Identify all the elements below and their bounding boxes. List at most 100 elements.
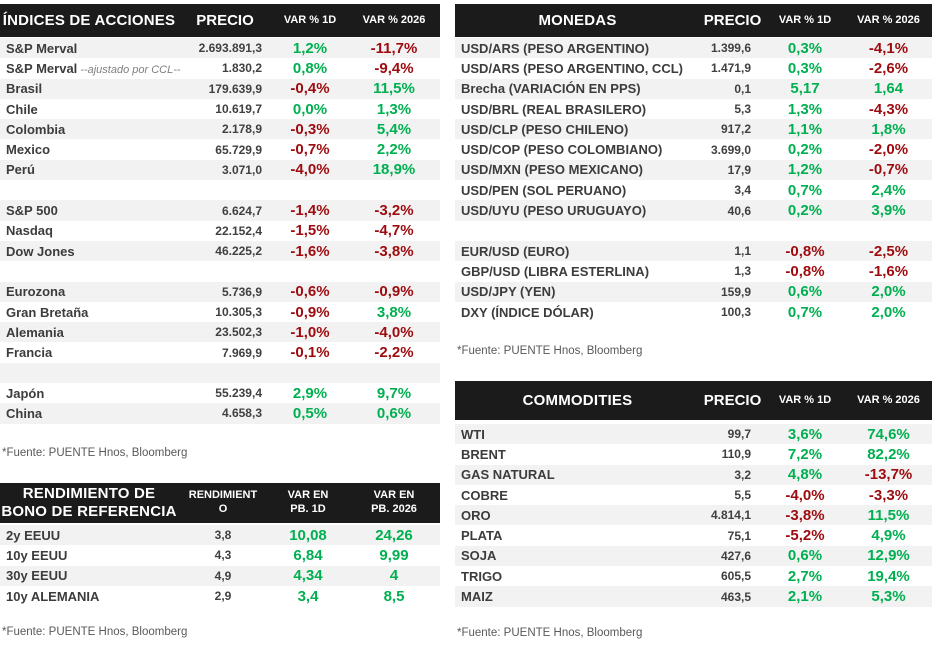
row-label-text: BRENT — [461, 446, 506, 462]
row-var-1d: 1,3% — [787, 100, 823, 118]
row-var-1d: -0,4% — [290, 80, 330, 98]
row-var-1d: 1,2% — [292, 39, 328, 57]
row-var-2026: -9,4% — [374, 59, 414, 77]
row-var-1d: 0,3% — [787, 39, 823, 57]
row-label-text: DXY (ÍNDICE DÓLAR) — [461, 304, 594, 320]
row-price: 0,1 — [734, 81, 751, 96]
commodities-table-header: COMMODITIES PRECIO VAR % 1D VAR % 2026 — [455, 381, 932, 420]
row-price: 22.152,4 — [215, 223, 262, 238]
row-label-text: GAS NATURAL — [461, 467, 555, 483]
table-row: MAIZ 463,5 2,1% 5,3% — [455, 586, 932, 607]
row-label: 10y EEUU — [0, 548, 178, 563]
column-header-precio: PRECIO — [703, 392, 762, 409]
row-price: 5,3 — [734, 102, 751, 117]
row-var-2026: -4,3% — [868, 100, 909, 118]
table-row: DXY (ÍNDICE DÓLAR) 100,3 0,7% 2,0% — [455, 302, 932, 322]
row-label-text: Alemania — [6, 324, 64, 340]
row-price: 1.830,2 — [221, 61, 262, 76]
row-var-2026: 19,4% — [867, 567, 910, 585]
row-var-1d: 3,6% — [787, 425, 823, 443]
row-var-2026: -1,6% — [868, 262, 909, 280]
bonds-rows: 2y EEUU 3,8 10,08 24,26 10y EEUU 4,3 6,84 9,99 3… — [0, 525, 440, 606]
row-var-2026: 11,5% — [373, 80, 415, 98]
row-label: S&P Merval — [0, 41, 178, 56]
row-var-1d: 0,5% — [292, 404, 328, 422]
row-label: Colombia — [0, 122, 178, 137]
row-var-2026: 2,2% — [376, 141, 412, 159]
column-header-var-1d: VAR % 1D — [778, 393, 832, 406]
row-var-1d: -0,8% — [785, 262, 825, 280]
commodities-rows: WTI 99,7 3,6% 74,6% BRENT 110,9 7,2% 82,2% GAS N… — [455, 424, 932, 607]
row-var-2026: 9,7% — [376, 384, 412, 402]
row-label-text: USD/CLP (PESO CHILENO) — [461, 121, 629, 137]
source-note: *Fuente: PUENTE Hnos, Bloomberg — [2, 626, 188, 639]
row-var-1d: 1,1% — [787, 120, 823, 138]
row-label: Gran Bretaña — [0, 305, 178, 320]
row-var-2026: 11,5% — [867, 506, 910, 524]
table-row: BRENT 110,9 7,2% 82,2% — [455, 444, 932, 464]
row-price: 4,3 — [214, 548, 232, 563]
row-label-text: Gran Bretaña — [6, 304, 89, 320]
row-price: 4.658,3 — [221, 406, 262, 421]
row-label: Brasil — [0, 81, 178, 96]
table-row: 2y EEUU 3,8 10,08 24,26 — [0, 525, 440, 546]
row-price: 100,3 — [720, 305, 751, 319]
row-var-1d: -1,0% — [290, 323, 330, 341]
row-price: 10.619,7 — [215, 102, 262, 117]
row-label-text: Chile — [6, 101, 38, 117]
row-var-2026: 2,0% — [871, 283, 906, 301]
source-note: *Fuente: PUENTE Hnos, Bloomberg — [2, 446, 188, 459]
column-header-rendimiento: RENDIMIENT O — [188, 489, 258, 515]
row-var-1d: -1,6% — [290, 242, 330, 260]
table-row: PLATA 75,1 -5,2% 4,9% — [455, 525, 932, 545]
column-header-var-1d: VAR % 1D — [778, 13, 832, 26]
row-var-2026: 9,99 — [379, 546, 409, 564]
row-var-2026: 5,3% — [871, 588, 906, 606]
column-header-var-1d: VAR % 1D — [283, 13, 337, 26]
row-price: 1.399,6 — [710, 41, 751, 56]
row-label-text: Nasdaq — [6, 223, 53, 239]
row-var-2026: -4,1% — [868, 39, 909, 57]
table-row: Nasdaq 22.152,4 -1,5% -4,7% — [0, 221, 440, 241]
table-row: 30y EEUU 4,9 4,34 4 — [0, 565, 440, 586]
row-label: EUR/USD (EURO) — [455, 244, 700, 259]
row-var-2026: -2,0% — [868, 141, 909, 159]
row-var-2026: 74,6% — [867, 425, 910, 443]
row-price: 99,7 — [727, 427, 751, 442]
row-var-2026: 4,9% — [871, 527, 906, 545]
table-row: TRIGO 605,5 2,7% 19,4% — [455, 566, 932, 586]
row-var-2026: -11,7% — [370, 39, 418, 57]
row-var-2026: -2,6% — [868, 59, 909, 77]
row-price: 4.814,1 — [710, 508, 751, 523]
table-row: S&P Merval 2.693.891,3 1,2% -11,7% — [0, 38, 440, 59]
row-var-2026: 1,3% — [376, 100, 412, 118]
table-row: S&P Merval --ajustado por CCL-- 1.830,2 0,8… — [0, 58, 440, 78]
row-var-1d: 0,6% — [787, 283, 823, 301]
row-price: 1,3 — [734, 264, 751, 279]
row-price: 159,9 — [720, 284, 751, 299]
row-var-2026: -13,7% — [864, 466, 913, 484]
row-var-2026: 82,2% — [867, 445, 910, 463]
row-price: 1.471,9 — [710, 61, 751, 76]
row-label: SOJA — [455, 548, 700, 563]
row-label-text: USD/PEN (SOL PERUANO) — [461, 182, 627, 198]
row-label-text: S&P Merval — [6, 40, 78, 56]
row-label: USD/UYU (PESO URUGUAYO) — [455, 203, 700, 218]
row-label-text: USD/ARS (PESO ARGENTINO, CCL) — [461, 60, 683, 76]
row-price: 3,4 — [734, 183, 751, 198]
row-price: 3,2 — [734, 467, 751, 482]
row-var-1d: 2,1% — [787, 588, 823, 606]
row-var-1d: 7,2% — [787, 445, 823, 463]
table-row: USD/PEN (SOL PERUANO) 3,4 0,7% 2,4% — [455, 180, 932, 200]
column-header-var-2026: VAR EN PB. 2026 — [371, 489, 417, 515]
row-var-1d: -0,3% — [290, 120, 330, 138]
currencies-table: MONEDAS PRECIO VAR % 1D VAR % 2026 USD/A… — [455, 4, 932, 357]
row-var-1d: 0,7% — [787, 303, 823, 321]
row-label: Eurozona — [0, 284, 178, 299]
table-row: USD/BRL (REAL BRASILERO) 5,3 1,3% -4,3% — [455, 99, 932, 119]
row-label: 2y EEUU — [0, 528, 178, 543]
row-label: Japón — [0, 386, 178, 401]
row-label-text: Japón — [6, 385, 45, 401]
row-label-text: 2y EEUU — [6, 527, 61, 543]
row-var-2026: 0,6% — [376, 404, 412, 422]
